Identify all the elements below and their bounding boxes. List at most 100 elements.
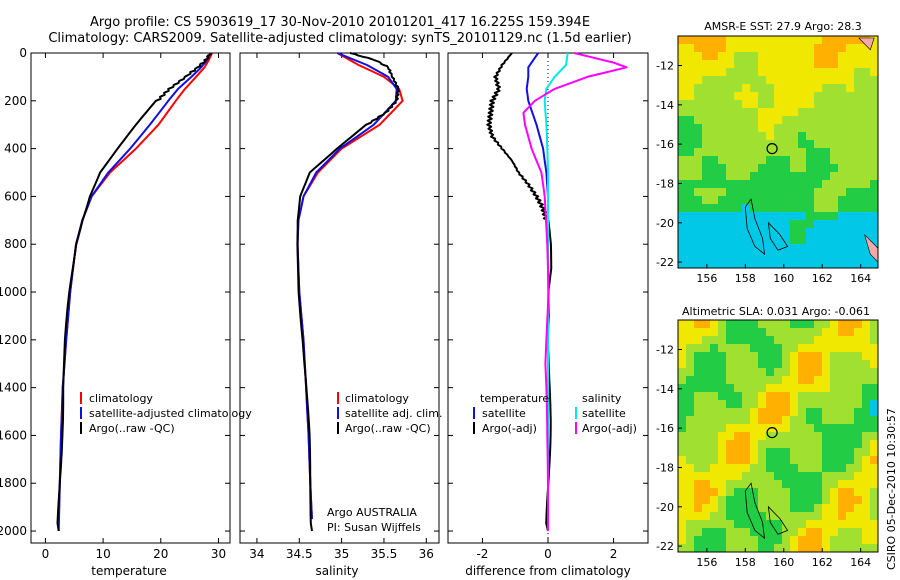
sst-map-cell — [814, 124, 823, 133]
sst-map-cell — [838, 116, 847, 125]
sla-map-cell — [790, 344, 799, 353]
sst-map-cell — [846, 172, 855, 181]
sst-map-cell — [702, 84, 711, 93]
sla-map-cell — [758, 320, 767, 329]
sla-map-cell — [814, 456, 823, 465]
sla-map-cell — [766, 472, 775, 481]
sla-map-cell — [678, 328, 687, 337]
sla-map-cell — [798, 384, 807, 393]
sla-map-cell — [870, 448, 879, 457]
sla-map-cell — [790, 472, 799, 481]
sst-map-cell — [830, 188, 839, 197]
sst-map-cell — [822, 180, 831, 189]
sst-map-cell — [806, 84, 815, 93]
sst-map-cell — [774, 212, 783, 221]
sst-map-cell — [686, 260, 695, 269]
sla-map-cell — [702, 392, 711, 401]
sla-map-cell — [838, 456, 847, 465]
sla-map-cell — [766, 512, 775, 521]
sst-map-cell — [726, 116, 735, 125]
sla-map-cell — [774, 408, 783, 417]
sla-map-cell — [766, 320, 775, 329]
sst-map-cell — [798, 76, 807, 85]
sst-map-cell — [814, 196, 823, 205]
sla-map-cell — [718, 360, 727, 369]
sla-map-cell — [870, 360, 879, 369]
temperature-ytick-label: 200 — [4, 94, 27, 108]
sla-map-cell — [702, 520, 711, 529]
sla-map-cell — [694, 448, 703, 457]
sla-map-cell — [814, 544, 823, 553]
sst-map-cell — [718, 212, 727, 221]
sst-map-cell — [710, 204, 719, 213]
sst-map-cell — [806, 260, 815, 269]
sla-map-cell — [718, 376, 727, 385]
sla-map-cell — [854, 368, 863, 377]
sla-map-cell — [806, 448, 815, 457]
sla-map-cell — [846, 424, 855, 433]
sla-map-cell — [702, 320, 711, 329]
sla-map-cell — [678, 464, 687, 473]
sla-map-cell — [798, 344, 807, 353]
sst-map-cell — [798, 92, 807, 101]
sla-map-cell — [790, 440, 799, 449]
sla-map-cell — [846, 488, 855, 497]
sla-map-cell — [694, 392, 703, 401]
sla-map-cell — [870, 416, 879, 425]
sla-map-cell — [790, 352, 799, 361]
sla-map-cell — [870, 520, 879, 529]
sst-map-cell — [694, 52, 703, 61]
sst-map-cell — [694, 36, 703, 45]
sst-map-cell — [742, 196, 751, 205]
sst-map-cell — [854, 236, 863, 245]
sst-map-cell — [854, 172, 863, 181]
sst-map-cell — [774, 92, 783, 101]
sst-map-cell — [678, 36, 687, 45]
sst-map-cell — [830, 252, 839, 261]
sst-map-cell — [718, 164, 727, 173]
sst-map-cell — [750, 148, 759, 157]
sla-map-cell — [718, 416, 727, 425]
sla-map-cell — [750, 536, 759, 545]
sla-map-cell — [814, 320, 823, 329]
sla-map-cell — [718, 480, 727, 489]
sst-map-cell — [830, 100, 839, 109]
sla-map-cell — [814, 496, 823, 505]
sst-map-cell — [806, 156, 815, 165]
sst-map-cell — [798, 132, 807, 141]
sst-map-cell — [782, 44, 791, 53]
sst-map-cell — [758, 76, 767, 85]
sla-map-cell — [774, 360, 783, 369]
sla-map-cell — [838, 544, 847, 553]
sst-map-cell — [678, 252, 687, 261]
sst-map-cell — [838, 60, 847, 69]
sla-map-cell — [782, 528, 791, 537]
header-line-2: Climatology: CARS2009. Satellite-adjuste… — [48, 31, 631, 46]
sst-map-cell — [726, 156, 735, 165]
sst-map-cell — [862, 108, 871, 117]
salinity-xtick-label: 34 — [249, 547, 264, 561]
sla-map-cell — [750, 544, 759, 553]
sst-map-cell — [678, 236, 687, 245]
sla-map-cell — [822, 544, 831, 553]
sst-map-cell — [870, 68, 879, 77]
sla-map-cell — [790, 368, 799, 377]
sst-map-cell — [822, 164, 831, 173]
sla-map-cell — [806, 464, 815, 473]
sst-map-cell — [718, 260, 727, 269]
sla-map-cell — [806, 328, 815, 337]
sst-map-cell — [806, 188, 815, 197]
sst-map-cell — [790, 148, 799, 157]
sla-map-cell — [830, 480, 839, 489]
sst-map-cell — [782, 52, 791, 61]
sst-map-cell — [830, 228, 839, 237]
sla-map-cell — [790, 504, 799, 513]
sla-map-cell — [750, 440, 759, 449]
sla-map-cell — [830, 376, 839, 385]
sst-map-cell — [798, 100, 807, 109]
temperature-ytick-label: 1000 — [0, 285, 27, 299]
sst-map-cell — [838, 100, 847, 109]
sla-map-cell — [734, 496, 743, 505]
sst-map-cell — [766, 36, 775, 45]
sla-map-cell — [686, 448, 695, 457]
